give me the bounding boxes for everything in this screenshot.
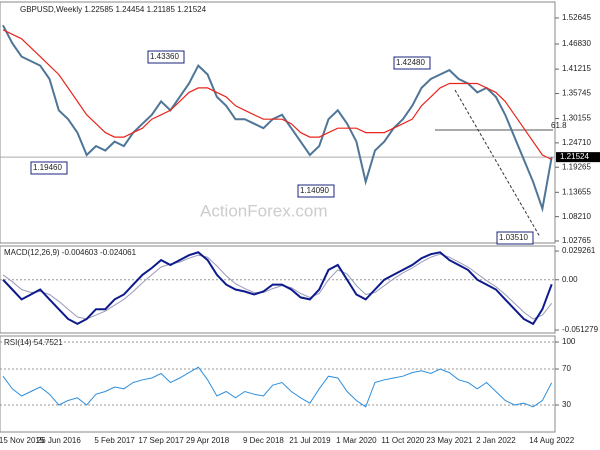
annotation-box xyxy=(30,161,68,175)
annotation: 61.8 xyxy=(551,121,567,130)
price-tag-label: 1.21524 xyxy=(560,152,589,161)
x-tick-label: 17 Sep 2017 xyxy=(138,436,184,445)
annotation: 1.19460 xyxy=(33,163,62,172)
annotation: 1.43360 xyxy=(150,52,179,61)
x-tick-label: 1 Mar 2020 xyxy=(336,436,377,445)
y-tick-label: 1.30155 xyxy=(562,114,591,123)
y-tick-label: 1.41215 xyxy=(562,64,591,73)
x-tick-label: 9 Dec 2018 xyxy=(243,436,284,445)
y-tick-label: -0.051279 xyxy=(562,325,599,334)
y-tick-label: 1.08210 xyxy=(562,212,591,221)
x-tick-label: 23 May 2021 xyxy=(426,436,473,445)
y-tick-label: 1.52645 xyxy=(562,13,591,22)
rsi-panel xyxy=(0,335,556,433)
annotation: 1.42480 xyxy=(396,58,425,67)
y-tick-label: 1.13655 xyxy=(562,187,591,196)
x-tick-label: 21 Jul 2019 xyxy=(289,436,331,445)
trend-line xyxy=(454,89,541,238)
x-tick-label: 15 Nov 2015 xyxy=(0,436,45,445)
y-tick-label: 1.35745 xyxy=(562,89,591,98)
y-tick-label: 0.029261 xyxy=(562,246,596,255)
x-tick-label: 26 Jun 2016 xyxy=(37,436,82,445)
y-tick-label: 1.46830 xyxy=(562,39,591,48)
ma-line xyxy=(2,29,552,161)
y-tick-label: 100 xyxy=(562,337,576,346)
y-tick-label: 1.02765 xyxy=(562,236,591,245)
annotation: 1.14090 xyxy=(300,186,329,195)
x-tick-label: 2 Jan 2022 xyxy=(476,436,516,445)
annotation-box xyxy=(297,184,335,198)
macd-panel xyxy=(0,245,556,334)
annotation-box xyxy=(393,56,431,70)
watermark: ActionForex.com xyxy=(200,201,328,220)
y-tick-label: 1.19265 xyxy=(562,162,591,171)
price-line xyxy=(2,24,553,213)
macd-label: MACD(12,26,9) -0.004603 -0.024061 xyxy=(4,248,137,257)
y-tick-label: 1.24710 xyxy=(562,138,591,147)
annotation: 1.03510 xyxy=(499,233,528,242)
price-panel xyxy=(0,1,556,244)
x-tick-label: 5 Feb 2017 xyxy=(94,436,135,445)
macd-line xyxy=(2,251,553,326)
x-tick-label: 29 Apr 2018 xyxy=(186,436,230,445)
chart-title: GBPUSD,Weekly 1.22585 1.24454 1.21185 1.… xyxy=(20,5,207,14)
rsi-line xyxy=(2,366,553,408)
x-tick-label: 14 Aug 2022 xyxy=(529,436,574,445)
x-tick-label: 11 Oct 2020 xyxy=(381,436,425,445)
y-tick-label: 70 xyxy=(562,364,571,373)
y-tick-label: 0.00 xyxy=(562,275,578,284)
annotation-box xyxy=(496,231,534,245)
rsi-label: RSI(14) 54.7521 xyxy=(4,338,63,347)
signal-line xyxy=(2,253,553,320)
y-tick-label: 30 xyxy=(562,400,571,409)
annotation-box xyxy=(147,50,185,64)
price-tag xyxy=(556,152,600,163)
